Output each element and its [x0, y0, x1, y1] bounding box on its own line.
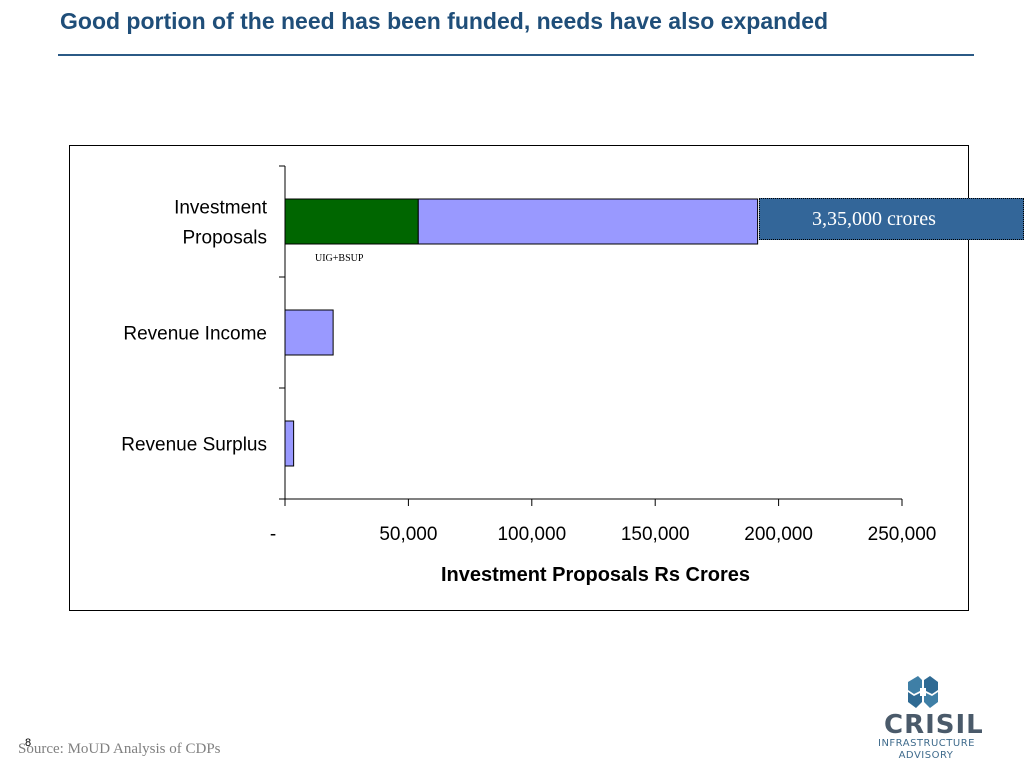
- category-label: Revenue Surplus: [121, 435, 267, 456]
- bar-funded-0: [284, 198, 419, 245]
- bar-remaining-1: [284, 309, 334, 356]
- category-label: Investment: [174, 198, 268, 219]
- slide-title: Good portion of the need has been funded…: [60, 8, 829, 34]
- category-label: Proposals: [183, 228, 268, 249]
- bar-remaining-0: [417, 198, 759, 245]
- bar-annotation: UIG+BSUP: [315, 253, 364, 264]
- bar-remaining-2: [284, 420, 295, 467]
- title-divider: [58, 54, 974, 56]
- x-tick-label: -: [270, 524, 276, 545]
- page-number: 8: [25, 737, 32, 749]
- crisil-logo-mark-icon: [908, 676, 938, 708]
- bar-chart: Investment Proposals Revenue Income Revenue…: [121, 165, 937, 586]
- category-label: Revenue Income: [123, 324, 267, 345]
- x-axis-title: Investment Proposals Rs Crores: [441, 564, 750, 586]
- x-tick-label: 150,000: [621, 524, 690, 545]
- source-note: Source: MoUD Analysis of CDPs: [18, 741, 221, 757]
- x-tick-label: 100,000: [497, 524, 566, 545]
- x-tick-label: 200,000: [744, 524, 813, 545]
- logo-subtitle-line2: ADVISORY: [898, 750, 954, 761]
- total-callout: 3,35,000 crores: [759, 198, 1024, 240]
- crisil-logo: CRISIL INFRASTRUCTURE ADVISORY: [878, 676, 983, 762]
- logo-subtitle-line1: INFRASTRUCTURE: [878, 738, 975, 749]
- x-tick-label: 250,000: [868, 524, 937, 545]
- crisil-wordmark: CRISIL: [884, 710, 984, 740]
- x-tick-label: 50,000: [379, 524, 437, 545]
